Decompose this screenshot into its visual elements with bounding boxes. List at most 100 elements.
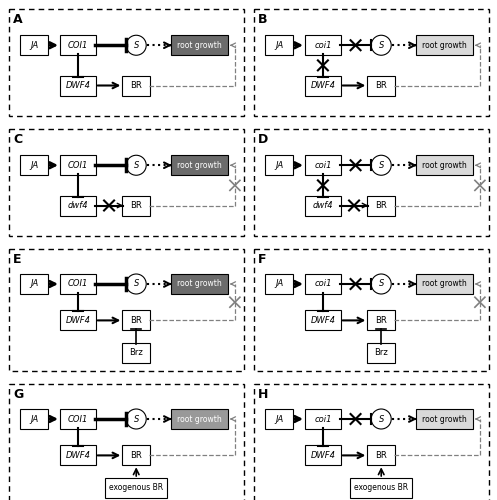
Bar <box>254 384 489 500</box>
FancyBboxPatch shape <box>350 478 412 498</box>
FancyBboxPatch shape <box>416 274 473 294</box>
FancyBboxPatch shape <box>171 35 228 55</box>
Text: coi1: coi1 <box>314 280 331 288</box>
FancyBboxPatch shape <box>265 155 293 176</box>
FancyBboxPatch shape <box>416 409 473 429</box>
Text: COI1: COI1 <box>68 280 88 288</box>
Text: JA: JA <box>30 41 38 50</box>
Text: S: S <box>134 414 139 424</box>
Text: root growth: root growth <box>177 161 222 170</box>
Text: COI1: COI1 <box>68 414 88 424</box>
FancyBboxPatch shape <box>305 35 341 55</box>
Circle shape <box>126 409 146 429</box>
Text: BR: BR <box>130 201 142 210</box>
Text: root growth: root growth <box>177 414 222 424</box>
Bar <box>254 249 489 371</box>
FancyBboxPatch shape <box>305 310 341 330</box>
Text: S: S <box>379 280 384 288</box>
FancyBboxPatch shape <box>60 155 96 176</box>
Text: root growth: root growth <box>422 414 467 424</box>
FancyBboxPatch shape <box>305 274 341 294</box>
FancyBboxPatch shape <box>60 446 96 466</box>
Text: S: S <box>379 41 384 50</box>
Text: S: S <box>134 41 139 50</box>
Text: BR: BR <box>375 201 387 210</box>
FancyBboxPatch shape <box>122 446 150 466</box>
Text: BR: BR <box>130 81 142 90</box>
FancyBboxPatch shape <box>105 478 167 498</box>
FancyBboxPatch shape <box>60 409 96 429</box>
FancyBboxPatch shape <box>20 155 48 176</box>
Text: root growth: root growth <box>177 41 222 50</box>
FancyBboxPatch shape <box>265 409 293 429</box>
Text: exogenous BR: exogenous BR <box>109 484 164 492</box>
FancyBboxPatch shape <box>305 155 341 176</box>
Text: S: S <box>134 280 139 288</box>
Text: B: B <box>258 13 267 26</box>
Circle shape <box>126 274 146 294</box>
Text: coi1: coi1 <box>314 414 331 424</box>
Text: root growth: root growth <box>422 41 467 50</box>
FancyBboxPatch shape <box>122 76 150 96</box>
FancyBboxPatch shape <box>171 409 228 429</box>
Text: BR: BR <box>130 316 142 325</box>
Text: H: H <box>258 388 268 401</box>
FancyBboxPatch shape <box>305 409 341 429</box>
Text: JA: JA <box>275 41 283 50</box>
FancyBboxPatch shape <box>416 35 473 55</box>
Circle shape <box>371 409 391 429</box>
Text: JA: JA <box>30 414 38 424</box>
Text: dwf4: dwf4 <box>68 201 88 210</box>
Text: DWF4: DWF4 <box>66 81 90 90</box>
Text: A: A <box>13 13 23 26</box>
Text: BR: BR <box>375 316 387 325</box>
FancyBboxPatch shape <box>171 274 228 294</box>
FancyBboxPatch shape <box>367 310 395 330</box>
Circle shape <box>371 274 391 294</box>
Text: DWF4: DWF4 <box>311 316 335 325</box>
Text: C: C <box>13 133 22 146</box>
FancyBboxPatch shape <box>20 409 48 429</box>
Circle shape <box>371 155 391 176</box>
FancyBboxPatch shape <box>367 76 395 96</box>
FancyBboxPatch shape <box>60 196 96 216</box>
FancyBboxPatch shape <box>367 343 395 363</box>
Text: coi1: coi1 <box>314 161 331 170</box>
Text: S: S <box>134 161 139 170</box>
Text: D: D <box>258 133 268 146</box>
FancyBboxPatch shape <box>20 35 48 55</box>
Text: S: S <box>379 161 384 170</box>
Text: JA: JA <box>30 161 38 170</box>
Text: Brz: Brz <box>129 348 143 358</box>
Text: coi1: coi1 <box>314 41 331 50</box>
Text: S: S <box>379 414 384 424</box>
Circle shape <box>126 155 146 176</box>
Text: BR: BR <box>375 81 387 90</box>
Bar <box>9 129 244 236</box>
Text: root growth: root growth <box>422 161 467 170</box>
Circle shape <box>126 35 146 55</box>
Text: Brz: Brz <box>374 348 388 358</box>
Bar <box>254 9 489 116</box>
Text: BR: BR <box>130 451 142 460</box>
FancyBboxPatch shape <box>60 274 96 294</box>
Bar <box>9 9 244 116</box>
Text: DWF4: DWF4 <box>311 451 335 460</box>
Text: DWF4: DWF4 <box>66 451 90 460</box>
Text: E: E <box>13 253 21 266</box>
FancyBboxPatch shape <box>367 446 395 466</box>
FancyBboxPatch shape <box>265 35 293 55</box>
FancyBboxPatch shape <box>171 155 228 176</box>
FancyBboxPatch shape <box>20 274 48 294</box>
FancyBboxPatch shape <box>60 35 96 55</box>
Text: JA: JA <box>275 414 283 424</box>
Text: F: F <box>258 253 266 266</box>
FancyBboxPatch shape <box>122 310 150 330</box>
FancyBboxPatch shape <box>122 196 150 216</box>
Bar <box>9 249 244 371</box>
FancyBboxPatch shape <box>305 76 341 96</box>
FancyBboxPatch shape <box>305 196 341 216</box>
FancyBboxPatch shape <box>60 76 96 96</box>
FancyBboxPatch shape <box>265 274 293 294</box>
Text: DWF4: DWF4 <box>311 81 335 90</box>
